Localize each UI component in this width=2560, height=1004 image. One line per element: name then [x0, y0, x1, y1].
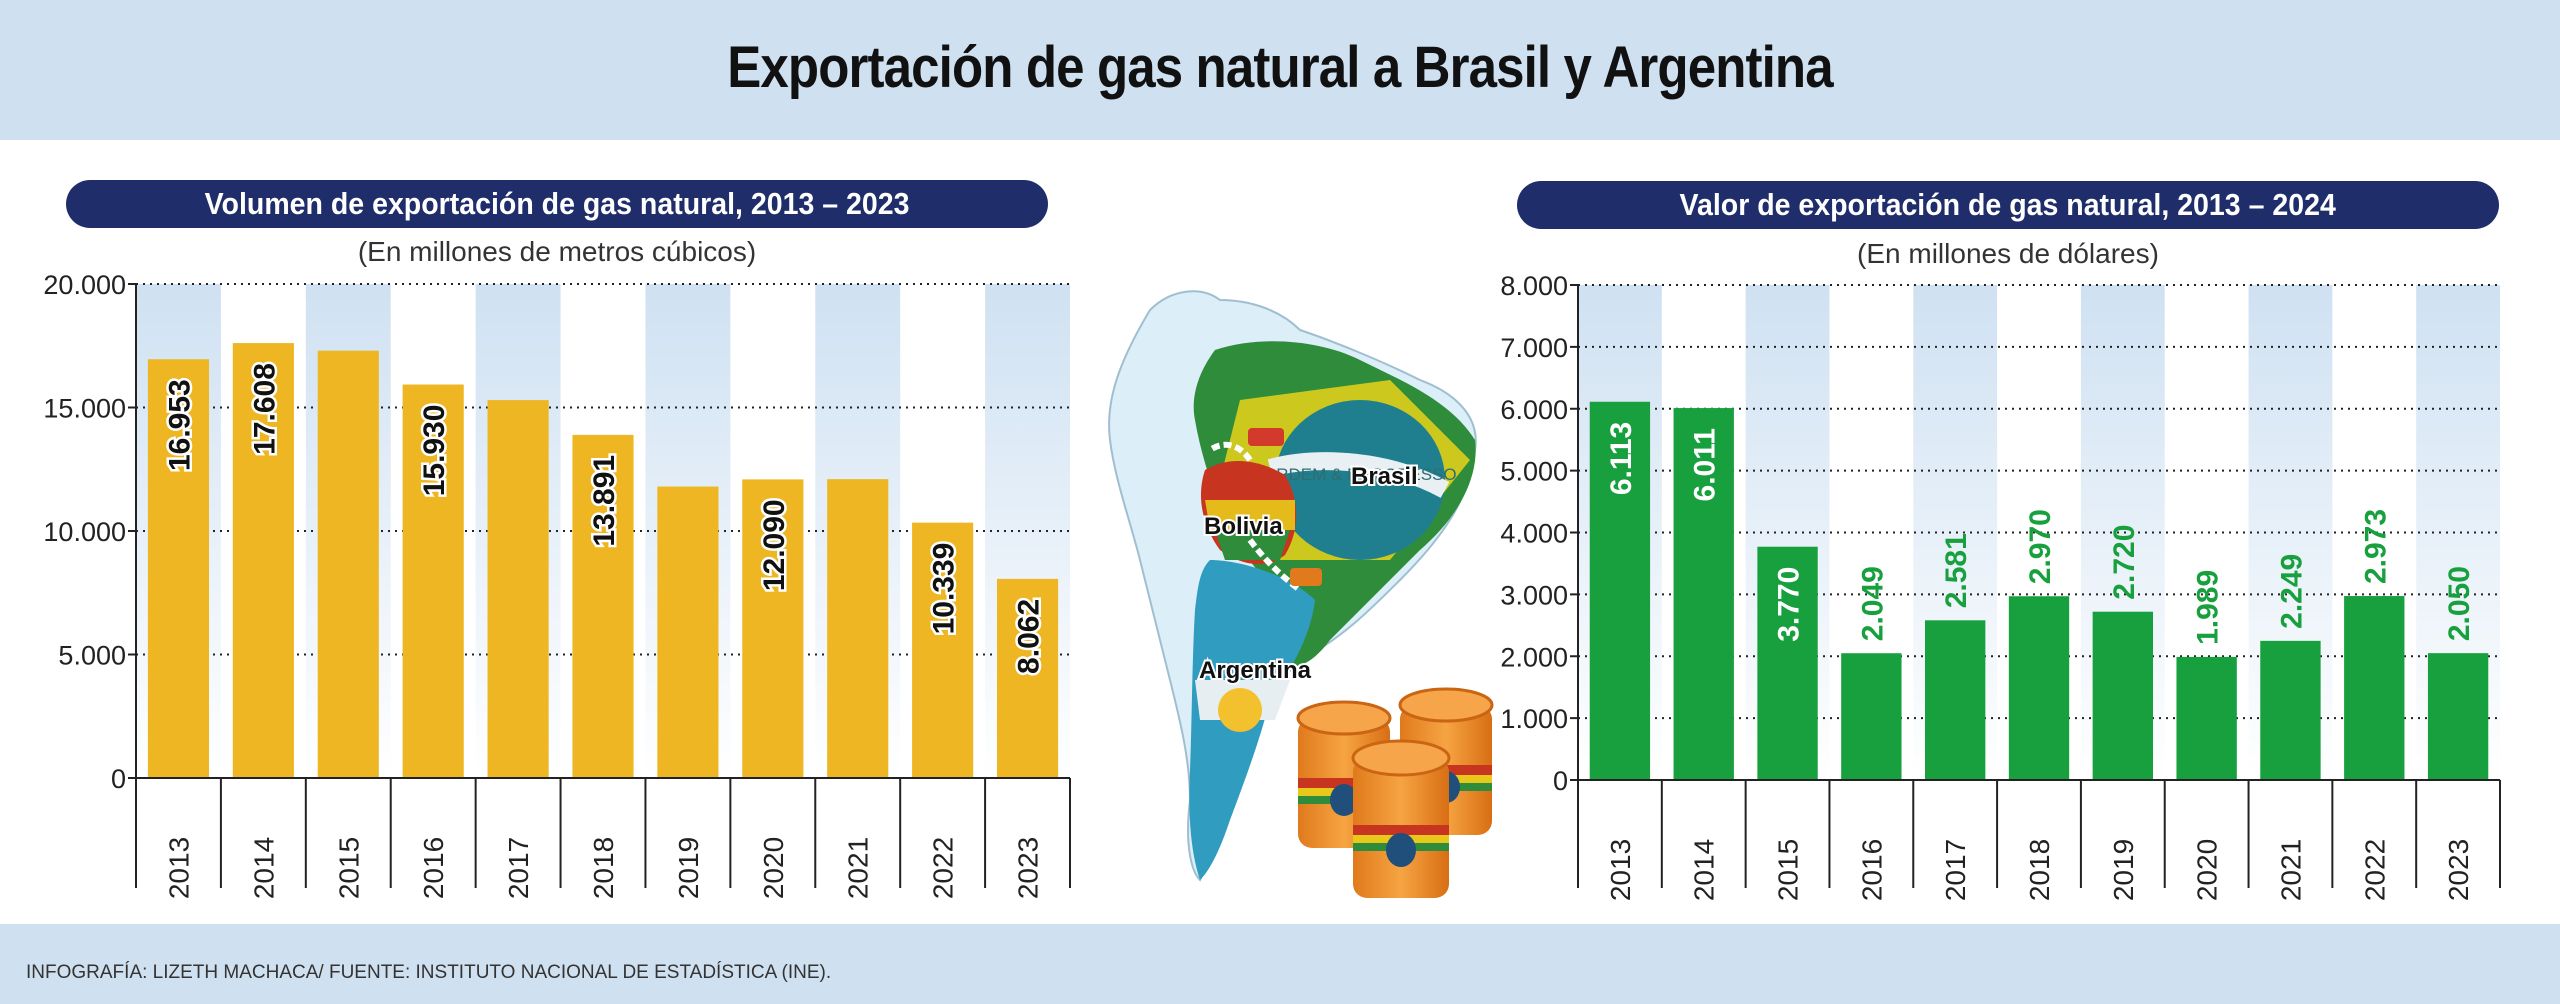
y-tick-label: 5.000: [1500, 457, 1568, 487]
x-tick-label: 2018: [588, 837, 619, 899]
data-label-2022: 10.339: [928, 543, 961, 635]
x-tick-label: 2022: [928, 837, 959, 899]
data-label-2019: 2.720: [2108, 525, 2141, 600]
y-tick-label: 6.000: [1500, 395, 1568, 425]
flag-motto: ORDEM & PROGRESSO: [1263, 465, 1457, 484]
bar-2023: [996, 578, 1059, 778]
bar-2023: [2427, 653, 2489, 780]
y-tick-label: 0: [1553, 766, 1568, 796]
bar-2021: [2260, 640, 2321, 780]
x-tick-label: 2018: [2024, 839, 2055, 901]
x-tick-label: 2019: [2108, 839, 2139, 901]
data-label-2022: 2.973: [2359, 509, 2392, 584]
bar-2013: [147, 359, 210, 778]
y-tick-label: 8.000: [1500, 271, 1568, 301]
data-label-2016: 15.930: [418, 405, 451, 497]
data-label-2021: 2.249: [2275, 554, 2308, 629]
value-chart-subtitle: (En millones de dólares): [1857, 238, 2159, 269]
source-credit: INFOGRAFÍA: LIZETH MACHACA/ FUENTE: INST…: [26, 962, 832, 983]
x-tick-label: 2016: [418, 837, 449, 899]
x-tick-label: 2015: [333, 837, 364, 899]
y-tick-label: 20.000: [43, 270, 126, 300]
tanker-truck-icon-2: [1290, 568, 1322, 586]
data-label-2016: 2.049: [1856, 566, 1889, 641]
page-title: Exportación de gas natural a Brasil y Ar…: [727, 35, 1833, 100]
bar-2020: [2176, 656, 2237, 780]
data-label-2020: 1.989: [2192, 570, 2225, 645]
bar-2022: [2344, 596, 2405, 780]
y-tick-label: 0: [111, 764, 126, 794]
bar-2017: [487, 400, 549, 778]
x-tick-label: 2014: [248, 837, 279, 899]
tanker-truck-icon-1: [1248, 428, 1284, 446]
x-tick-label: 2023: [2443, 839, 2474, 901]
x-tick-label: 2013: [163, 837, 194, 899]
sun-of-may-icon: [1218, 688, 1262, 732]
x-tick-label: 2020: [758, 837, 789, 899]
header-band: [0, 0, 2560, 140]
bar-2014: [1673, 408, 1734, 780]
y-tick-label: 1.000: [1500, 704, 1568, 734]
bar-2016: [402, 384, 464, 778]
data-label-2013: 6.113: [1605, 422, 1638, 495]
bar-2016: [1841, 653, 1902, 780]
bar-2021: [827, 479, 889, 778]
x-tick-label: 2013: [1605, 839, 1636, 901]
data-label-2018: 13.891: [588, 455, 621, 547]
y-tick-label: 4.000: [1500, 519, 1568, 549]
volume-chart-subtitle: (En millones de metros cúbicos): [357, 236, 757, 267]
data-label-2018: 2.970: [2024, 509, 2057, 584]
map-label-bolivia: Bolivia: [1204, 513, 1283, 540]
x-tick-label: 2019: [673, 837, 704, 899]
x-tick-label: 2015: [1773, 839, 1804, 901]
brazil-flag-globe: [1275, 400, 1445, 560]
bar-2018: [572, 434, 634, 778]
bar-2017: [1925, 620, 1986, 780]
footer-band: [0, 924, 2560, 1004]
y-tick-label: 2.000: [1500, 642, 1568, 672]
x-tick-label: 2014: [1689, 839, 1720, 901]
data-label-2013: 16.953: [163, 379, 196, 471]
y-tick-label: 15.000: [43, 394, 126, 424]
y-tick-label: 7.000: [1500, 333, 1568, 363]
data-label-2017: 2.581: [1940, 533, 1973, 608]
x-tick-label: 2016: [1856, 839, 1887, 901]
volume-chart-title: Volumen de exportación de gas natural, 2…: [66, 180, 1048, 228]
bar-2018: [2008, 596, 2070, 780]
x-tick-label: 2020: [2192, 839, 2223, 901]
x-tick-label: 2017: [1940, 839, 1971, 901]
oil-barrel-icon-3: [1351, 739, 1451, 898]
bar-2019: [657, 486, 719, 778]
bar-2020: [742, 479, 804, 778]
bar-2015: [1757, 546, 1818, 780]
data-label-2014: 17.608: [248, 363, 281, 455]
data-label-2023: 8.062: [1013, 599, 1046, 674]
y-tick-label: 5.000: [58, 641, 126, 671]
x-tick-label: 2021: [843, 837, 874, 899]
data-label-2015: 3.770: [1773, 567, 1806, 642]
bar-2019: [2092, 611, 2153, 780]
bar-2015: [317, 350, 379, 778]
bar-2022: [912, 522, 974, 778]
data-label-2020: 12.090: [758, 499, 791, 591]
bar-2014: [232, 343, 294, 778]
bar-2013: [1589, 401, 1651, 780]
data-label-2023: 2.050: [2443, 566, 2476, 641]
y-tick-label: 10.000: [43, 517, 126, 547]
x-tick-label: 2022: [2359, 839, 2390, 901]
value-chart-title: Valor de exportación de gas natural, 201…: [1517, 181, 2499, 229]
x-tick-label: 2021: [2275, 839, 2306, 901]
y-tick-label: 3.000: [1500, 580, 1568, 610]
x-tick-label: 2017: [503, 837, 534, 899]
map-label-brasil: Brasil: [1351, 463, 1418, 490]
map-label-argentina: Argentina: [1199, 657, 1312, 684]
x-tick-label: 2023: [1013, 837, 1044, 899]
data-label-2014: 6.011: [1689, 428, 1722, 501]
